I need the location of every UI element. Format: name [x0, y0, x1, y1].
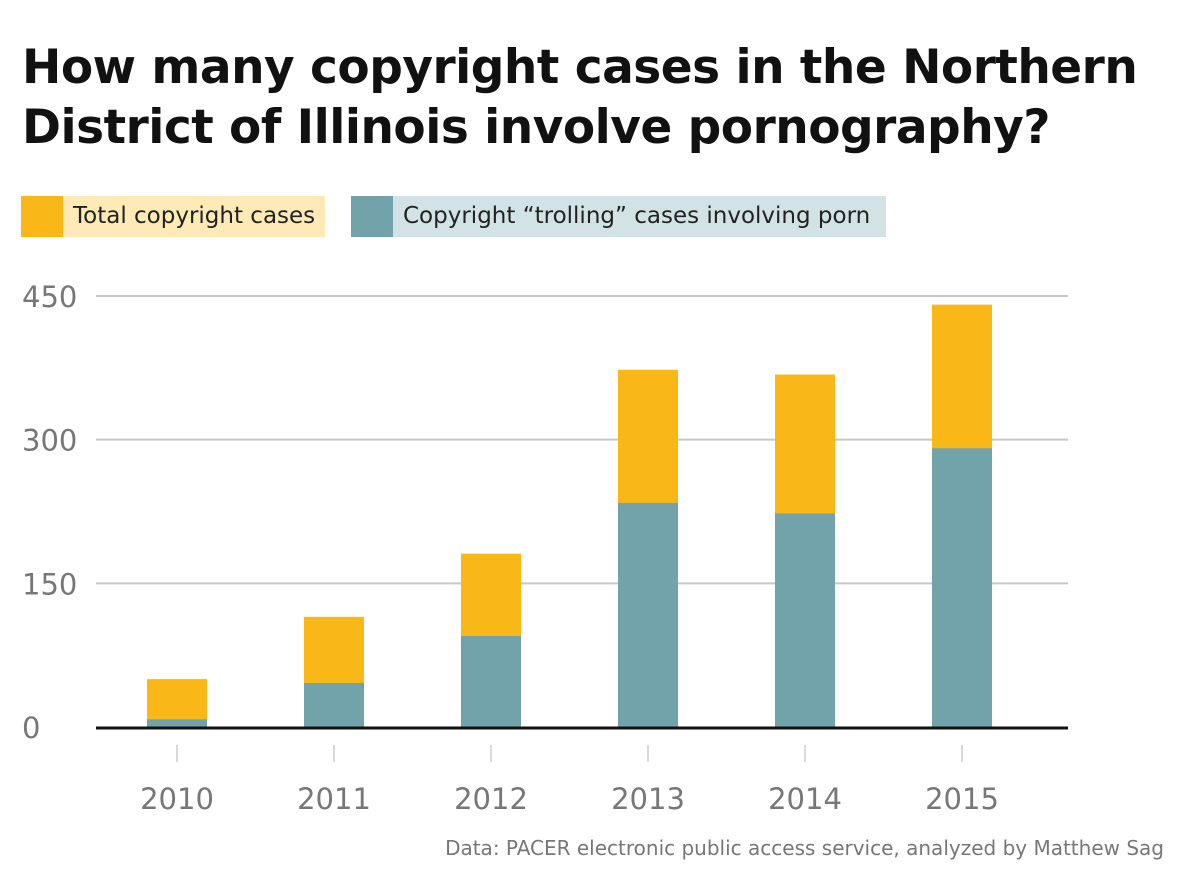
y-tick-label: 450	[22, 280, 77, 314]
legend-label-total: Total copyright cases	[63, 196, 326, 237]
x-tick-label: 2011	[297, 782, 371, 816]
legend-swatch-total	[21, 196, 63, 237]
legend-porn: Copyright “trolling” cases involving por…	[351, 196, 887, 237]
chart-title: How many copyright cases in the Northern…	[22, 40, 1138, 155]
bar-porn	[618, 502, 678, 727]
y-tick-label: 300	[22, 424, 77, 458]
x-tick-label: 2012	[454, 782, 528, 816]
y-tick-label: 0	[22, 711, 40, 745]
x-tick-label: 2013	[611, 782, 685, 816]
legend-swatch-porn	[351, 196, 393, 237]
x-tick-label: 2010	[140, 782, 214, 816]
legend-total: Total copyright cases	[21, 196, 326, 237]
x-tick-label: 2015	[925, 782, 999, 816]
y-tick-label: 150	[22, 567, 77, 601]
bar-porn	[932, 448, 992, 727]
bar-porn	[775, 513, 835, 727]
bar-total	[147, 679, 207, 727]
bar-porn	[461, 636, 521, 727]
legend-label-porn: Copyright “trolling” cases involving por…	[393, 196, 887, 237]
x-tick-label: 2014	[768, 782, 842, 816]
bar-porn	[147, 719, 207, 727]
bar-porn	[304, 682, 364, 727]
source-note: Data: PACER electronic public access ser…	[445, 836, 1164, 860]
